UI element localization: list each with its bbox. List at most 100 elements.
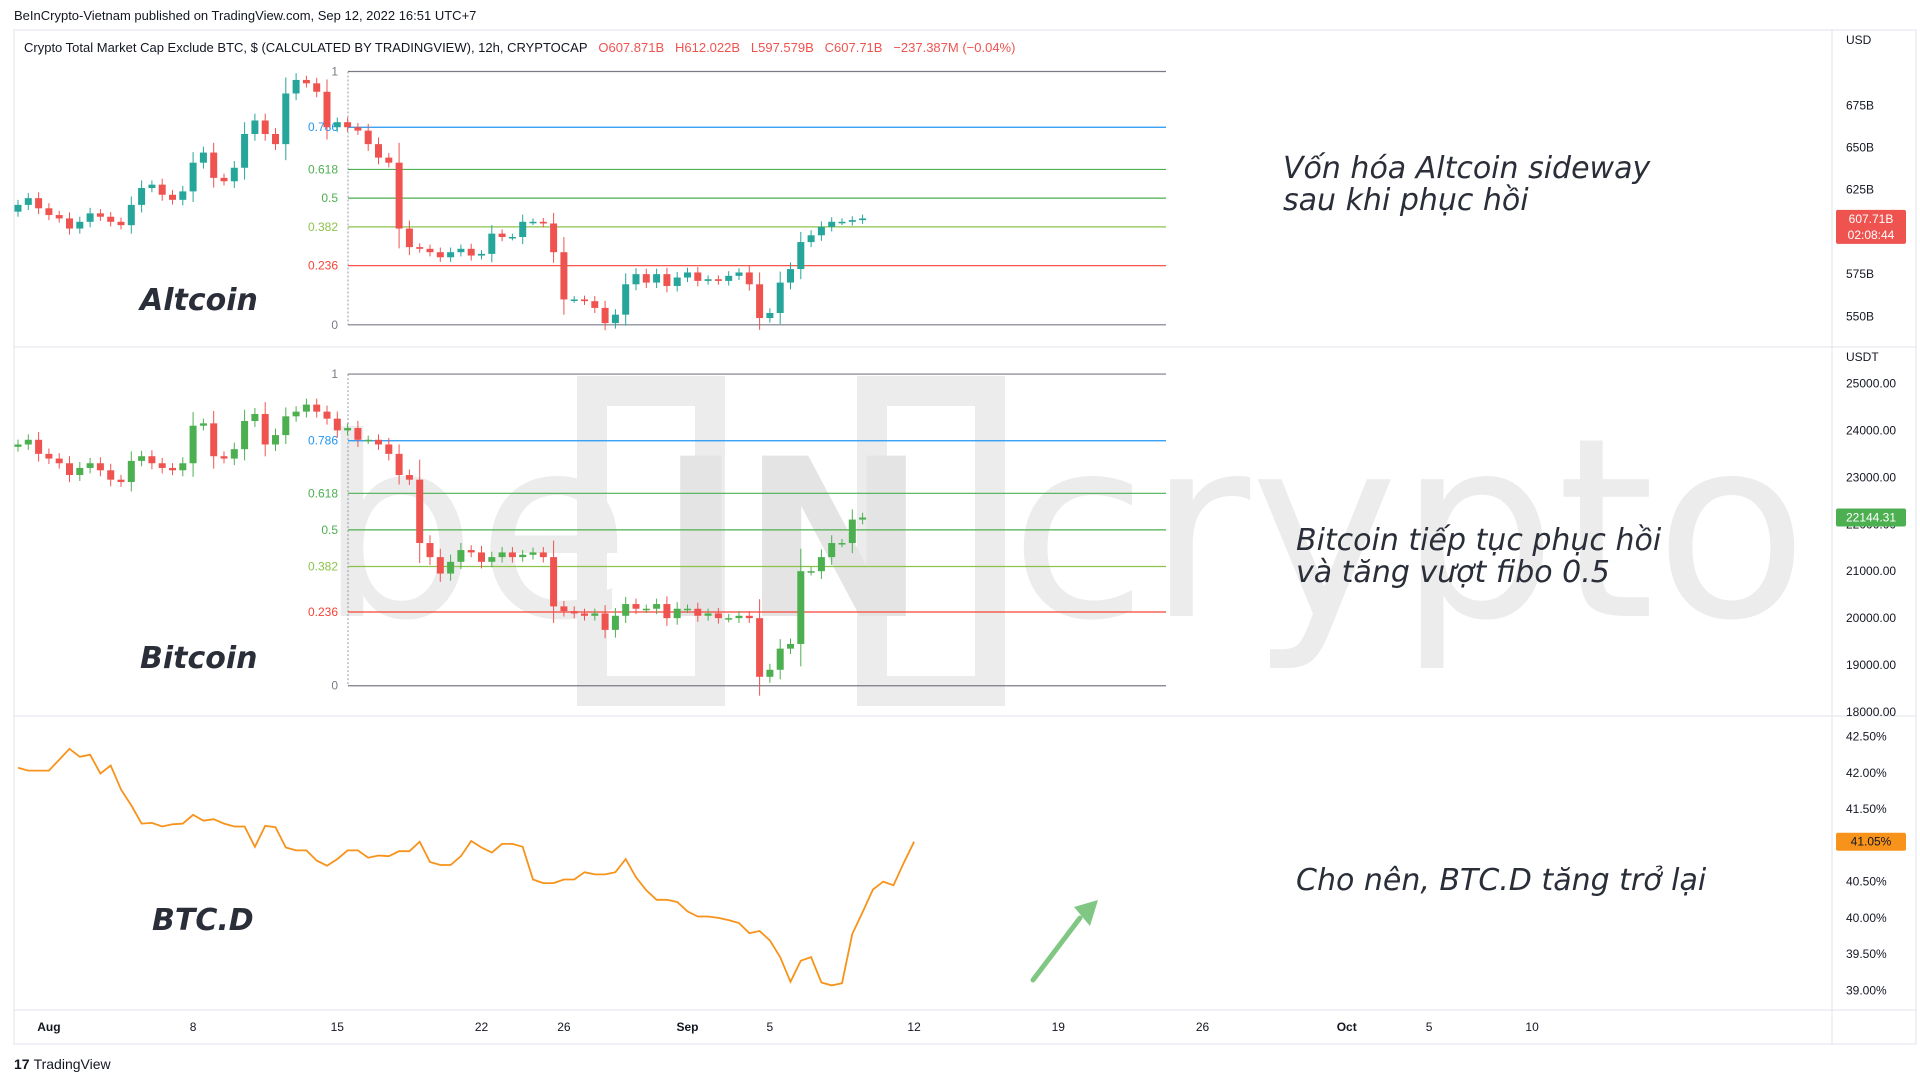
candle-body: [86, 463, 94, 468]
watermark-left-gap: [607, 406, 695, 676]
candle-body: [241, 133, 249, 168]
pane-label: Bitcoin: [140, 641, 258, 676]
candle-body: [395, 453, 403, 475]
time-tick-label: 19: [1052, 1020, 1066, 1034]
candle-body: [673, 608, 681, 619]
price-tick-label: 650B: [1846, 140, 1874, 154]
candle-body: [272, 435, 279, 445]
candle-body: [591, 613, 599, 616]
fib-level-label: 0.236: [308, 259, 338, 273]
candle-body: [169, 467, 176, 471]
candle-body: [117, 221, 125, 226]
candle-body: [416, 247, 424, 249]
candle-body: [24, 439, 32, 445]
pane-annotation: sau khi phục hồi: [1283, 183, 1529, 218]
candle-body: [55, 215, 63, 219]
pane-annotation: Vốn hóa Altcoin sideway: [1283, 151, 1651, 186]
candle-body: [416, 479, 424, 544]
candle-body: [735, 615, 743, 619]
candle-body: [148, 184, 156, 189]
candle-body: [313, 404, 321, 412]
fib-level-label: 0.786: [308, 120, 338, 134]
fib-level-label: 0.618: [308, 162, 338, 176]
pane-label: BTC.D: [152, 903, 254, 938]
candle-body: [375, 144, 382, 158]
candle-body: [776, 648, 784, 670]
candle-body: [96, 463, 104, 471]
pane-btcd: 42.50%42.00%41.50%41.00%40.50%40.00%39.5…: [17, 730, 1906, 997]
candle-body: [560, 252, 568, 300]
candle-body: [179, 463, 187, 471]
price-tick-label: 21000.00: [1846, 564, 1896, 578]
price-tick-label: 625B: [1846, 183, 1874, 197]
tradingview-mark-icon: 17: [14, 1056, 30, 1072]
candle-body: [364, 130, 372, 145]
fib-level-label: 0.786: [308, 434, 338, 448]
time-tick-label: Oct: [1337, 1020, 1357, 1034]
last-price-badge: 22144.31: [1836, 508, 1906, 527]
fib-level-label: 0.5: [321, 523, 338, 537]
candle-body: [498, 233, 506, 237]
candle-body: [642, 608, 650, 611]
candle-body: [66, 463, 73, 475]
candle-body: [519, 221, 527, 237]
fib-level-label: 0.618: [308, 486, 338, 500]
candle-body: [96, 213, 104, 217]
legend-high: H612.022B: [674, 40, 741, 55]
candle-body: [66, 218, 73, 229]
candle-body: [447, 561, 455, 574]
price-tick-label: 18000.00: [1846, 705, 1896, 719]
price-tick-label: 19000.00: [1846, 658, 1896, 672]
fib-level-label: 0.5: [321, 191, 338, 205]
candle-body: [622, 604, 630, 616]
candle-body: [230, 449, 238, 459]
price-axis-unit: USDT: [1846, 350, 1879, 364]
price-tick-label: 575B: [1846, 267, 1874, 281]
candle-body: [591, 301, 599, 308]
candle-body: [14, 204, 22, 212]
time-tick-label: 12: [907, 1020, 921, 1034]
candle-body: [107, 470, 115, 480]
arrow-head: [1074, 900, 1098, 926]
candle-body: [230, 167, 238, 182]
candle-body: [817, 226, 825, 236]
candle-body: [632, 274, 640, 285]
candle-body: [673, 277, 681, 286]
candle-body: [787, 643, 794, 649]
price-tick-label: 41.50%: [1846, 802, 1887, 816]
candle-body: [787, 269, 794, 283]
last-price-value: 607.71B: [1849, 212, 1894, 226]
price-tick-label: 550B: [1846, 309, 1874, 323]
time-tick-label: 26: [557, 1020, 571, 1034]
candle-body: [45, 453, 53, 459]
candle-body: [251, 413, 259, 422]
candle-body: [508, 552, 516, 558]
candle-body: [807, 571, 815, 573]
candle-body: [488, 233, 496, 254]
tradingview-logo[interactable]: 17 TradingView: [14, 1056, 111, 1072]
candle-body: [426, 543, 434, 558]
candle-body: [570, 611, 578, 614]
candle-body: [426, 248, 434, 253]
candle-body: [714, 279, 722, 281]
watermark-text-mid: IN: [660, 412, 926, 668]
price-tick-label: 24000.00: [1846, 423, 1896, 437]
candle-body: [405, 474, 413, 480]
candle-body: [601, 613, 609, 630]
candle-body: [539, 221, 547, 224]
candle-body: [323, 411, 331, 419]
candle-body: [519, 554, 527, 558]
candle-body: [385, 157, 393, 163]
candle-body: [745, 615, 753, 619]
candle-body: [704, 613, 712, 616]
candle-body: [704, 279, 712, 281]
candle-body: [45, 208, 53, 216]
candle-body: [725, 618, 733, 620]
candle-body: [622, 284, 630, 315]
candle-body: [859, 218, 867, 221]
candle-body: [766, 312, 774, 319]
candle-body: [86, 213, 94, 222]
candle-body: [395, 162, 403, 229]
candle-body: [797, 242, 805, 270]
